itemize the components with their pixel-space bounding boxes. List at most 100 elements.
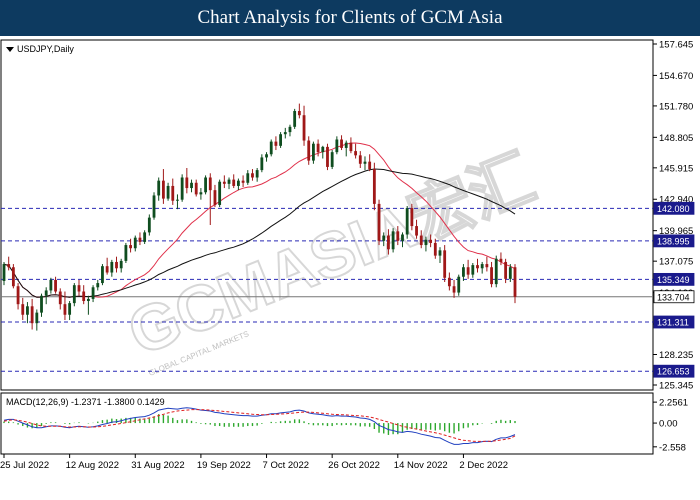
level-label-box bbox=[653, 234, 695, 248]
candle-body bbox=[185, 177, 189, 189]
candle-body bbox=[410, 208, 414, 227]
macd-signal-line bbox=[3, 409, 516, 442]
price-tick-label: 125.345 bbox=[659, 381, 693, 392]
candle-body bbox=[82, 291, 86, 302]
level-label-box bbox=[653, 272, 695, 286]
candle-body bbox=[401, 234, 404, 241]
candle-body bbox=[466, 267, 470, 275]
candle-body bbox=[358, 155, 362, 164]
macd-indicator: 2.2561 0.00 -2.558 bbox=[3, 398, 688, 453]
price-tick-label: 137.075 bbox=[659, 257, 693, 268]
time-tick-label: 14 Nov 2022 bbox=[394, 460, 448, 471]
candle-body bbox=[485, 264, 489, 268]
candle-body bbox=[372, 169, 376, 204]
candle-body bbox=[508, 267, 512, 279]
candle-body bbox=[115, 261, 118, 269]
candle-body bbox=[471, 265, 475, 275]
candle-body bbox=[166, 185, 170, 199]
level-label-box bbox=[653, 364, 695, 378]
candle-body bbox=[72, 285, 76, 304]
level-label-box bbox=[653, 201, 695, 215]
candle-body bbox=[302, 115, 306, 141]
price-tick-label: 139.965 bbox=[659, 226, 693, 237]
level-label-box bbox=[653, 315, 695, 329]
candle-body bbox=[452, 286, 456, 293]
candle-body bbox=[330, 152, 334, 167]
candle-body bbox=[335, 139, 339, 153]
candle-body bbox=[297, 110, 301, 116]
price-tick-label: 148.805 bbox=[659, 133, 693, 144]
candle-body bbox=[251, 173, 254, 178]
level-label: 131.311 bbox=[657, 318, 689, 328]
candle-body bbox=[433, 242, 437, 256]
chart-area: GCMASIA宏汇 GLOBAL CAPITAL MARKETS 157.645… bbox=[0, 39, 695, 471]
candle-body bbox=[49, 279, 53, 291]
candle-body bbox=[241, 180, 245, 183]
candle-body bbox=[438, 250, 442, 256]
candle-body bbox=[54, 279, 57, 292]
candle-body bbox=[260, 157, 264, 171]
candle-body bbox=[152, 195, 156, 218]
candle-body bbox=[180, 177, 184, 200]
candle-body bbox=[443, 250, 447, 278]
candle-body bbox=[396, 231, 400, 241]
dropdown-triangle-icon bbox=[6, 47, 14, 52]
candle-body bbox=[391, 231, 395, 250]
candle-body bbox=[429, 239, 433, 243]
candle-body bbox=[354, 151, 358, 156]
candle-body bbox=[133, 237, 137, 249]
candle-body bbox=[199, 192, 203, 195]
level-label-box bbox=[653, 290, 695, 304]
candle-body bbox=[124, 245, 128, 261]
candle-body bbox=[274, 141, 278, 146]
candle-body bbox=[349, 142, 353, 152]
price-tick-label: 142.940 bbox=[659, 195, 693, 206]
candle-body bbox=[293, 110, 297, 127]
candle-body bbox=[312, 143, 315, 161]
candle-body bbox=[138, 237, 142, 242]
candle-body bbox=[462, 267, 465, 277]
macd-label: MACD(12,26,9) -1.2371 -1.3800 0.1429 bbox=[6, 397, 165, 407]
candle-body bbox=[222, 181, 226, 184]
candle-body bbox=[424, 239, 428, 246]
candle-body bbox=[255, 170, 259, 178]
ma-slow-line bbox=[3, 168, 516, 298]
candle-body bbox=[30, 306, 34, 324]
candle-body bbox=[21, 304, 25, 315]
candle-body bbox=[415, 226, 418, 236]
price-tick-label: 151.780 bbox=[659, 101, 693, 112]
price-tick-label: 157.645 bbox=[659, 40, 693, 51]
candle-body bbox=[279, 134, 283, 146]
time-tick-label: 2 Dec 2022 bbox=[459, 460, 508, 471]
candle-body bbox=[457, 276, 461, 293]
candle-body bbox=[504, 261, 508, 279]
candle-body bbox=[344, 142, 348, 148]
candle-body bbox=[129, 245, 132, 249]
time-tick-label: 19 Sep 2022 bbox=[197, 460, 251, 471]
candle-body bbox=[377, 203, 381, 241]
symbol-label: USDJPY,Daily bbox=[17, 44, 74, 54]
candle-body bbox=[44, 290, 48, 296]
candlesticks bbox=[2, 103, 517, 331]
candle-body bbox=[110, 261, 114, 273]
level-label: 138.995 bbox=[657, 236, 690, 246]
candle-body bbox=[11, 267, 15, 287]
candle-body bbox=[419, 235, 423, 246]
candle-body bbox=[157, 180, 161, 196]
level-label: 133.704 bbox=[657, 292, 690, 302]
candle-body bbox=[265, 154, 268, 158]
candle-body bbox=[40, 295, 43, 313]
candle-body bbox=[101, 266, 104, 284]
candle-body bbox=[269, 141, 273, 155]
candle-body bbox=[194, 182, 198, 195]
candle-body bbox=[236, 180, 240, 186]
candle-body bbox=[2, 264, 6, 281]
price-panel-frame bbox=[0, 39, 654, 391]
candle-body bbox=[204, 177, 207, 193]
candle-body bbox=[213, 190, 217, 205]
candle-body bbox=[218, 181, 222, 205]
candle-body bbox=[147, 217, 151, 233]
candle-body bbox=[77, 285, 81, 292]
price-axis: 157.645 154.670 151.780 148.805 145.915 142.9… bbox=[653, 40, 693, 392]
candle-body bbox=[190, 182, 193, 189]
